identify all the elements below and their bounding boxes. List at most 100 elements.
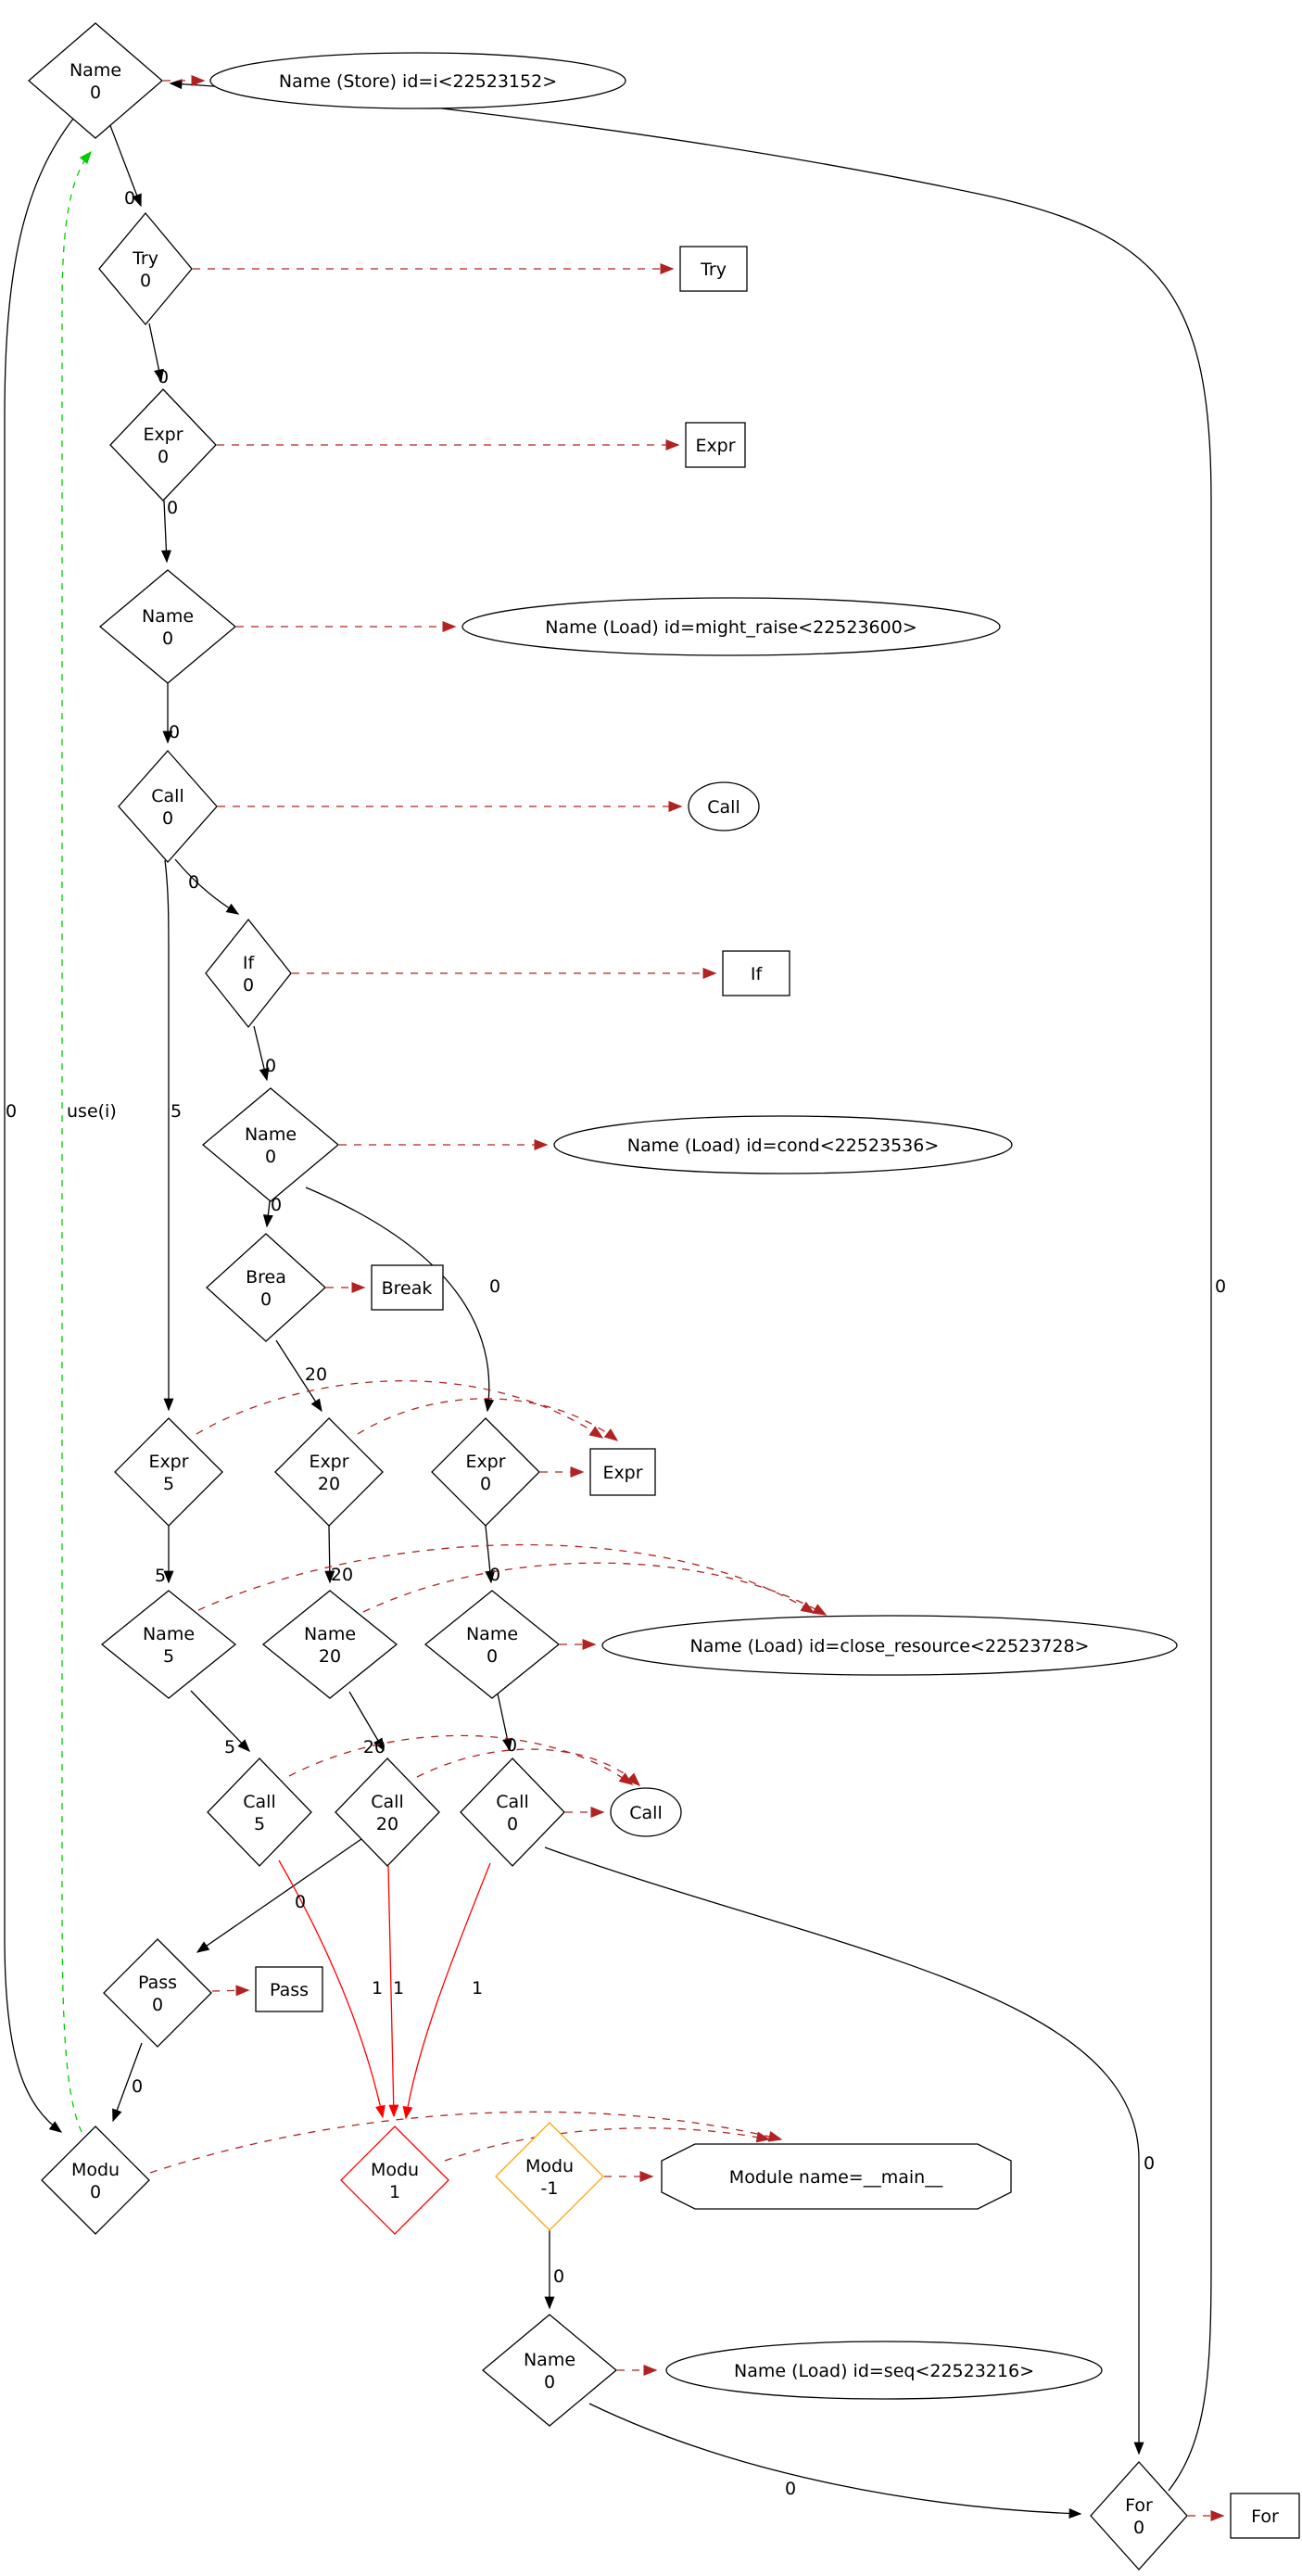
edge-name_20-type <box>362 1562 828 1616</box>
node-call_20: Call 20 <box>335 1758 440 1867</box>
node-count: 0 <box>1133 2518 1144 2538</box>
edge-label: 5 <box>224 1737 235 1758</box>
node-label: Name <box>70 60 121 81</box>
edge-call_0-for <box>544 1846 1144 2455</box>
box-shape <box>685 422 746 468</box>
node-try: Try 0 <box>98 211 193 326</box>
diamond-shape <box>340 2126 449 2235</box>
edge-label-use-i: use(i) <box>67 1101 117 1122</box>
edge-label: 0 <box>295 1892 306 1912</box>
node-label: For <box>1125 2495 1153 2516</box>
box-shape <box>371 1264 444 1311</box>
node-label: Expr <box>309 1452 348 1472</box>
node-label: Pass <box>138 1973 177 1993</box>
type-label: Call <box>707 797 739 818</box>
edge-label: 0 <box>169 722 180 742</box>
node-label: Expr <box>148 1452 188 1472</box>
node-count: 0 <box>507 1814 518 1834</box>
diamond-shape <box>100 1590 237 1699</box>
edge-label: 0 <box>489 1276 500 1297</box>
node-count: 0 <box>140 271 151 291</box>
node-label: If <box>243 953 256 973</box>
node-call_5: Call 5 <box>207 1758 312 1867</box>
edge-label: 20 <box>363 1737 386 1758</box>
node-name_20: Name 20 <box>261 1590 398 1699</box>
edge-expr_0-name_0 <box>485 1525 496 1584</box>
node-label: Call <box>151 786 183 806</box>
node-count: 20 <box>376 1814 398 1834</box>
diamond-shape <box>431 1417 540 1527</box>
type-node-for: For <box>1230 2493 1300 2539</box>
edge-label: 1 <box>393 1978 404 1999</box>
node-count: 0 <box>158 447 169 467</box>
box-shape <box>722 950 790 996</box>
edge-label: 0 <box>124 188 135 209</box>
node-expr: Expr 0 <box>109 388 217 501</box>
edge-name_cond-break <box>262 1200 273 1228</box>
edge-label: 5 <box>155 1566 166 1586</box>
node-label: Name <box>304 1624 356 1644</box>
node-expr_5: Expr 5 <box>114 1417 223 1527</box>
edge-label: 0 <box>271 1195 282 1215</box>
edge-name_20-call_20 <box>348 1691 385 1752</box>
type-label: Module name=__main__ <box>729 2167 943 2188</box>
diamond-shape <box>98 211 193 326</box>
type-node-name_close_resource: Name (Load) id=close_resource<22523728> <box>601 1615 1178 1676</box>
node-count: 5 <box>163 1646 174 1667</box>
diamond-shape <box>274 1417 384 1527</box>
type-nodes: Name (Store) id=i<22523152> Try Expr Nam… <box>209 52 1300 2539</box>
node-count: 0 <box>260 1289 272 1310</box>
edge-label: 0 <box>1144 2153 1155 2174</box>
box-shape <box>679 246 748 292</box>
edge-expr_5-type <box>196 1380 604 1439</box>
box-shape <box>1230 2493 1300 2539</box>
diamond-shape <box>98 569 237 684</box>
node-modu_1: Modu 1 <box>340 2126 449 2235</box>
type-edges <box>149 75 1225 2521</box>
node-label: Name <box>245 1124 297 1145</box>
type-label: Call <box>629 1803 662 1823</box>
edge-call_20-modu_1 <box>387 1865 399 2118</box>
edge-modu_1-type <box>444 2127 771 2162</box>
diamond-shape <box>201 1087 340 1202</box>
node-count: -1 <box>541 2178 559 2199</box>
node-expr_0: Expr 0 <box>431 1417 540 1527</box>
node-count: 0 <box>544 2372 555 2392</box>
type-node-expr-top: Expr <box>685 422 746 468</box>
edge-label: 0 <box>489 1565 500 1585</box>
edge-name_5-call_5 <box>190 1690 250 1752</box>
exception-edges <box>278 1859 491 2120</box>
edge-label: 20 <box>305 1364 327 1385</box>
edge-label: 0 <box>167 498 178 518</box>
diamond-shape <box>205 918 292 1029</box>
edge-pass-type <box>211 1985 250 1997</box>
type-label: Try <box>700 260 727 280</box>
edge-if-name_cond <box>253 1025 270 1082</box>
type-node-call-top: Call <box>688 781 760 831</box>
edge-label: 0 <box>132 2076 143 2097</box>
ellipse-shape <box>665 2341 1103 2400</box>
node-count: 20 <box>318 1474 340 1494</box>
edge-label: 20 <box>331 1565 353 1585</box>
node-count: 0 <box>90 82 101 103</box>
diamond-shape <box>41 2126 150 2235</box>
edge-label: 0 <box>785 2479 796 2499</box>
node-call_0: Call 0 <box>460 1758 565 1867</box>
diamond-shape <box>118 750 218 863</box>
node-label: Name <box>142 606 194 627</box>
node-label: Call <box>371 1792 403 1812</box>
type-node-name_seq: Name (Load) id=seq<22523216> <box>665 2341 1103 2400</box>
node-label: Expr <box>143 425 183 445</box>
node-name_cond: Name 0 <box>201 1087 340 1202</box>
box-shape <box>589 1448 656 1496</box>
type-node-module: Module name=__main__ <box>661 2143 1012 2210</box>
node-label: Brea <box>246 1267 286 1288</box>
diamond-shape <box>460 1758 565 1867</box>
type-node-name_store_i: Name (Store) id=i<22523152> <box>209 52 626 109</box>
node-label: Modu <box>71 2160 120 2180</box>
type-label: Name (Load) id=seq<22523216> <box>734 2361 1034 2381</box>
type-node-name_might_raise: Name (Load) id=might_raise<22523600> <box>461 597 1001 656</box>
edge-name_0-call_0 <box>497 1693 512 1752</box>
